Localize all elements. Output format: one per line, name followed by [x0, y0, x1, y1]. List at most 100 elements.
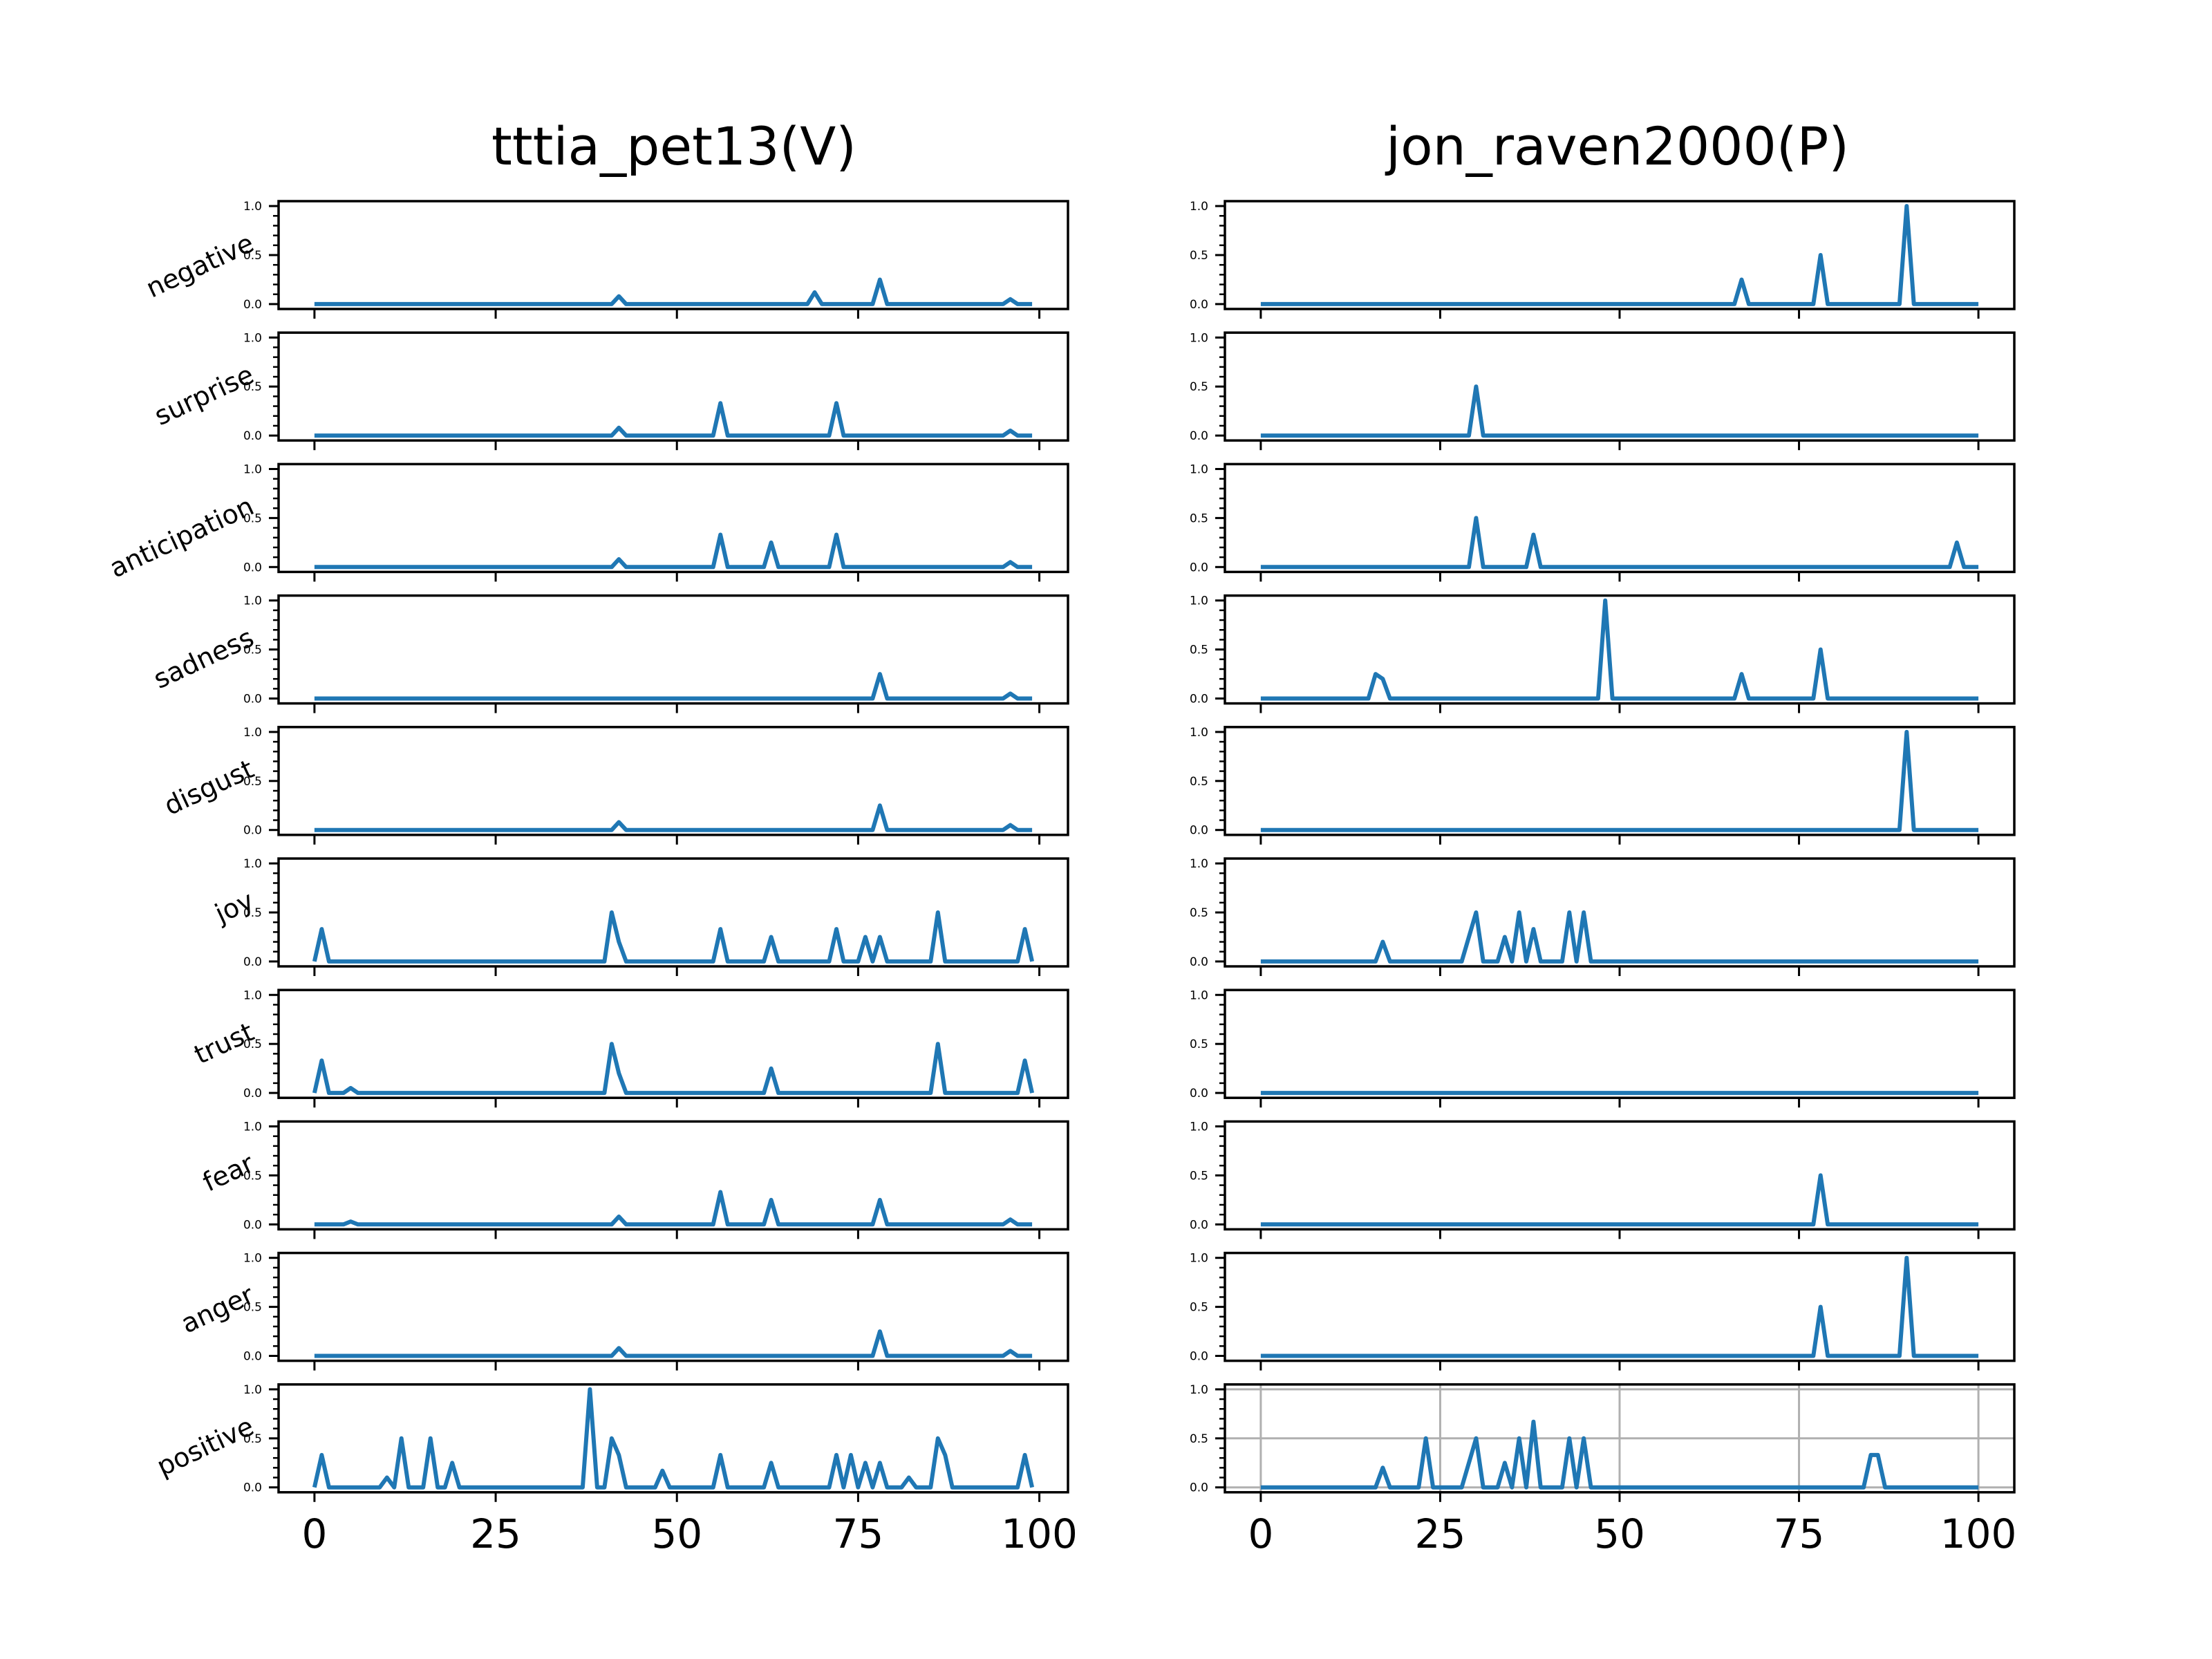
y-tick-label: 1.0 [1190, 200, 1208, 214]
y-tick-label: 1.0 [1190, 331, 1208, 345]
series-line-disgust [1260, 729, 1979, 832]
x-tick-label: 50 [1594, 1510, 1645, 1557]
x-tick-label: 0 [1248, 1510, 1273, 1557]
y-tick-label: 0.5 [243, 380, 262, 394]
y-tick-label: 0.0 [243, 1350, 262, 1364]
y-tick-label: 0.5 [243, 1301, 262, 1315]
series-line-positive [1260, 1419, 1979, 1490]
y-tick-label: 0.0 [243, 824, 262, 838]
y-tick-label: 0.0 [1190, 1218, 1208, 1232]
y-tick-label: 1.0 [243, 1120, 262, 1134]
y-tick-label: 0.5 [1190, 1038, 1208, 1051]
series-line-disgust [314, 803, 1033, 832]
subplot-1-sadness: 0.0 0.5 1.0 [1190, 594, 2016, 713]
x-tick-label: 75 [833, 1510, 884, 1557]
y-tick-label: 1.0 [1190, 462, 1208, 476]
subplot-1-negative: 0.0 0.5 1.0 [1190, 200, 2016, 319]
y-tick-label: 0.0 [1190, 1481, 1208, 1495]
y-tick-label: 0.0 [1190, 1350, 1208, 1364]
y-tick-label: 0.0 [1190, 955, 1208, 969]
y-tick-label: 0.5 [1190, 380, 1208, 394]
series-line-surprise [314, 401, 1033, 438]
series-line-anticipation [314, 532, 1033, 570]
subplot-1-fear: 0.0 0.5 1.0 [1190, 1120, 2016, 1239]
y-tick-label: 1.0 [243, 988, 262, 1002]
y-tick-label: 1.0 [243, 857, 262, 871]
y-tick-label: 0.5 [243, 644, 262, 657]
y-tick-label: 0.0 [1190, 429, 1208, 443]
series-line-anticipation [1260, 516, 1979, 570]
y-tick-label: 0.0 [1190, 1087, 1208, 1100]
y-tick-label: 0.5 [1190, 906, 1208, 920]
y-tick-label: 0.0 [243, 693, 262, 706]
y-tick-label: 0.0 [1190, 693, 1208, 706]
y-tick-label: 0.0 [243, 561, 262, 574]
y-tick-label: 0.5 [1190, 775, 1208, 789]
column-title-right: jon_raven2000(P) [1385, 115, 1849, 177]
y-tick-label: 0.0 [243, 1087, 262, 1100]
y-tick-label: 1.0 [1190, 594, 1208, 608]
series-line-sadness [1260, 598, 1979, 701]
y-tick-label: 0.0 [1190, 298, 1208, 312]
y-tick-label: 0.5 [243, 1169, 262, 1183]
y-tick-label: 1.0 [243, 200, 262, 214]
y-tick-label: 1.0 [243, 1383, 262, 1397]
y-tick-label: 1.0 [1190, 1120, 1208, 1134]
y-tick-label: 0.5 [243, 775, 262, 789]
y-tick-label: 0.0 [243, 298, 262, 312]
x-tick-label: 25 [470, 1510, 521, 1557]
y-tick-label: 0.0 [243, 1481, 262, 1495]
subplot-1-joy: 0.0 0.5 1.0 [1190, 857, 2016, 976]
y-tick-label: 0.0 [243, 1218, 262, 1232]
series-line-joy [1260, 910, 1979, 964]
series-line-trust [312, 1042, 1035, 1096]
y-tick-label: 0.0 [1190, 561, 1208, 574]
x-tick-label: 25 [1415, 1510, 1466, 1557]
y-tick-label: 1.0 [1190, 1252, 1208, 1266]
y-tick-label: 0.5 [1190, 512, 1208, 525]
series-line-fear [314, 1190, 1033, 1227]
y-tick-label: 0.0 [1190, 824, 1208, 838]
y-tick-label: 0.5 [243, 512, 262, 525]
y-tick-label: 1.0 [243, 726, 262, 740]
column-title-left: tttia_pet13(V) [491, 115, 856, 177]
y-tick-label: 1.0 [1190, 988, 1208, 1002]
y-tick-label: 0.5 [1190, 1432, 1208, 1446]
y-tick-label: 1.0 [1190, 857, 1208, 871]
x-tick-label: 75 [1774, 1510, 1825, 1557]
y-tick-label: 0.5 [243, 1432, 262, 1446]
y-tick-label: 0.5 [1190, 1301, 1208, 1315]
series-line-anger [314, 1329, 1033, 1358]
series-line-negative [1260, 204, 1979, 306]
y-tick-label: 0.5 [243, 249, 262, 263]
x-tick-label: 0 [301, 1510, 327, 1557]
series-line-anger [1260, 1255, 1979, 1358]
y-tick-label: 0.0 [243, 429, 262, 443]
y-tick-label: 1.0 [243, 462, 262, 476]
series-line-positive [312, 1387, 1035, 1490]
subplot-1-anticipation: 0.0 0.5 1.0 [1190, 462, 2016, 582]
y-tick-label: 1.0 [1190, 726, 1208, 740]
y-tick-label: 1.0 [243, 1252, 262, 1266]
y-tick-label: 0.5 [243, 906, 262, 920]
y-tick-label: 1.0 [243, 594, 262, 608]
subplot-1-surprise: 0.0 0.5 1.0 [1190, 331, 2016, 451]
y-tick-label: 0.0 [243, 955, 262, 969]
series-line-sadness [314, 672, 1033, 701]
subplot-1-trust: 0.0 0.5 1.0 [1190, 988, 2016, 1108]
y-tick-label: 0.5 [243, 1038, 262, 1051]
y-tick-label: 1.0 [243, 331, 262, 345]
y-tick-label: 0.5 [1190, 249, 1208, 263]
subplot-1-anger: 0.0 0.5 1.0 [1190, 1252, 2016, 1371]
subplot-1-positive: 0.0 0.5 1.0 0 25 50 75 100 [1190, 1383, 2016, 1557]
y-tick-label: 0.5 [1190, 644, 1208, 657]
x-tick-label: 50 [651, 1510, 702, 1557]
series-line-joy [312, 910, 1035, 964]
y-tick-label: 0.5 [1190, 1169, 1208, 1183]
series-line-surprise [1260, 384, 1979, 438]
subplot-1-disgust: 0.0 0.5 1.0 [1190, 726, 2016, 845]
series-line-fear [1260, 1173, 1979, 1227]
